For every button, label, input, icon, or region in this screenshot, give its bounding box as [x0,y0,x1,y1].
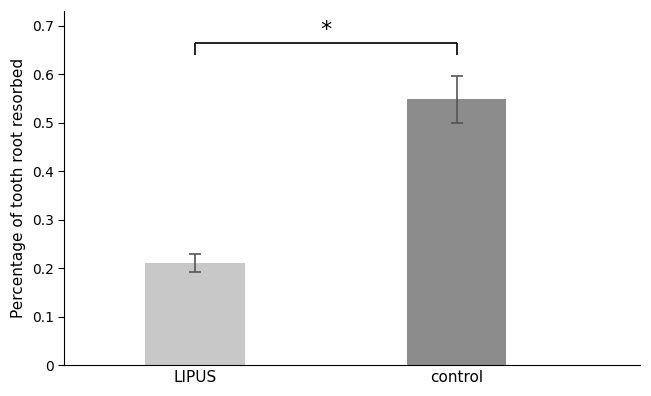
Y-axis label: Percentage of tooth root resorbed: Percentage of tooth root resorbed [11,58,26,318]
Text: *: * [320,20,331,40]
Bar [407,99,506,365]
Bar [145,263,245,365]
